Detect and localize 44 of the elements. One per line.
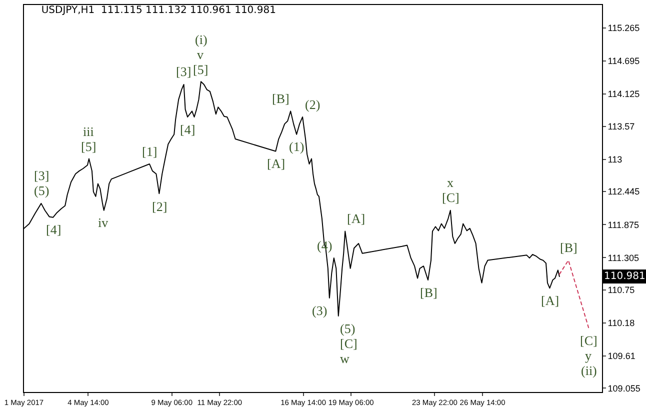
- annotation: [A]: [541, 293, 560, 308]
- annotation: iv: [98, 215, 109, 230]
- annotation: [4]: [180, 122, 196, 137]
- annotation: (ii): [581, 363, 597, 378]
- y-tick-label: 115.265: [608, 23, 640, 34]
- annotation: [C]: [580, 333, 598, 348]
- annotation: [5]: [193, 62, 208, 77]
- y-tick-label: 113.57: [608, 121, 635, 132]
- y-tick-label: 111.875: [608, 220, 640, 230]
- annotation: [C]: [442, 190, 460, 205]
- annotation: (5): [340, 321, 356, 336]
- y-tick-label: 112.445: [608, 186, 640, 197]
- annotation: [B]: [560, 240, 578, 255]
- annotation: [A]: [267, 156, 286, 171]
- annotation: (5): [34, 183, 50, 198]
- chart-title: USDJPY,H1 111.115 111.132 110.961 110.981: [41, 5, 276, 16]
- annotation: (3): [312, 303, 328, 318]
- annotation: [C]: [340, 336, 358, 351]
- y-tick-label: 109.055: [608, 383, 640, 394]
- annotation: (2): [305, 97, 320, 112]
- annotation: w: [340, 351, 350, 366]
- y-tick-label: 114.125: [608, 89, 640, 100]
- y-tick-label: 110.75: [608, 285, 635, 296]
- annotation: 110.981: [604, 271, 646, 282]
- annotation: (1): [289, 139, 304, 154]
- annotation: iii: [83, 124, 94, 139]
- annotation: x: [447, 175, 454, 190]
- y-tick-label: 109.61: [608, 351, 636, 362]
- annotation: [5]: [81, 139, 96, 154]
- annotation: [2]: [152, 199, 168, 214]
- annotation: [1]: [142, 144, 158, 159]
- annotation: [3]: [176, 64, 192, 79]
- annotation: [B]: [272, 91, 290, 106]
- annotation: v: [197, 47, 204, 62]
- y-tick-label: 113: [608, 154, 622, 164]
- annotation: (i): [195, 32, 208, 47]
- y-tick-label: 110.18: [608, 318, 635, 328]
- annotation: y: [585, 348, 592, 363]
- annotation: [4]: [46, 222, 62, 237]
- annotation: [A]: [347, 211, 366, 226]
- y-tick-label: 111.305: [608, 252, 640, 263]
- y-tick-label: 114.695: [608, 56, 640, 66]
- annotation: [B]: [420, 285, 438, 300]
- annotation: [3]: [34, 168, 50, 183]
